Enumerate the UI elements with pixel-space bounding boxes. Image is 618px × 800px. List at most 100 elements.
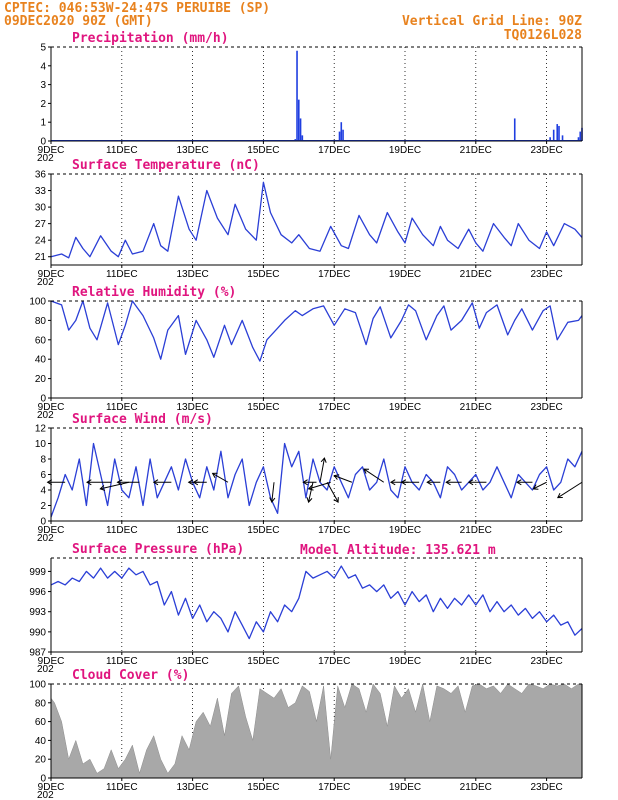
x-tick-label: 17DEC [318, 269, 350, 280]
wind-arrowhead [363, 468, 370, 474]
x-tick-label: 23DEC [530, 656, 562, 667]
x-tick-label: 9DEC [38, 656, 65, 667]
x-tick-label: 21DEC [460, 656, 492, 667]
temp-panel: Surface Temperature (nC) 21 24 27 30 33 36 9DEC… [35, 158, 583, 288]
y-tick-label: 12 [35, 424, 47, 435]
precip-bar [340, 122, 343, 141]
x-tick-label: 15DEC [247, 402, 279, 413]
wind-arrowhead [46, 479, 53, 486]
x-tick-label: 9DEC [38, 145, 65, 156]
x-tick-label: 21DEC [460, 525, 492, 536]
y-tick-label: 80 [35, 698, 47, 709]
pres-panel: Surface Pressure (hPa) 987 990 993 996 999 9DE… [29, 542, 583, 675]
precip-bar [338, 131, 341, 141]
y-tick-label: 0 [40, 517, 46, 528]
wind-vector [100, 481, 129, 490]
y-tick-label: 24 [35, 236, 47, 247]
wind-arrowhead [99, 485, 106, 491]
x-tick-label: 11DEC [106, 402, 138, 413]
year-label: 202 [37, 153, 54, 164]
y-tick-label: 4 [40, 61, 46, 72]
wind-arrowhead [269, 497, 276, 504]
wind-arrowhead [192, 479, 199, 486]
y-tick-label: 20 [35, 374, 47, 385]
y-tick-label: 40 [35, 736, 47, 747]
header-code: TQ0126L028 [504, 28, 582, 43]
y-tick-label: 6 [40, 470, 46, 481]
wind-arrowhead [306, 497, 313, 504]
x-tick-label: 21DEC [460, 269, 492, 280]
y-tick-label: 2 [40, 501, 46, 512]
cloud-panel: Cloud Cover (%) 0 20 40 60 80 100 9DEC 11DEC 13DE… [29, 668, 583, 800]
y-tick-label: 4 [40, 486, 46, 497]
x-tick-label: 11DEC [106, 782, 138, 793]
wind-arrowhead [152, 479, 159, 486]
y-tick-label: 30 [35, 203, 47, 214]
precip-bar [577, 137, 580, 141]
precip-bar [342, 129, 344, 141]
x-tick-label: 17DEC [318, 656, 350, 667]
y-tick-label: 100 [29, 297, 46, 308]
x-tick-label: 21DEC [460, 145, 492, 156]
x-tick-label: 17DEC [318, 525, 350, 536]
wind-vector [319, 457, 325, 483]
wind-arrowhead [320, 457, 327, 463]
pres-series [50, 565, 583, 640]
y-tick-label: 80 [35, 316, 47, 327]
x-tick-label: 17DEC [318, 782, 350, 793]
y-tick-label: 60 [35, 335, 47, 346]
x-tick-label: 9DEC [38, 269, 65, 280]
wind-vector [271, 482, 275, 503]
wind-vector [557, 481, 583, 499]
x-tick-label: 21DEC [460, 782, 492, 793]
wind-vector [334, 475, 353, 483]
y-tick-label: 993 [29, 607, 46, 618]
y-tick-label: 40 [35, 355, 47, 366]
y-tick-label: 8 [40, 455, 46, 466]
temp-series [50, 181, 583, 259]
wind-arrowhead [516, 479, 522, 486]
x-tick-label: 13DEC [176, 525, 208, 536]
y-tick-label: 100 [29, 680, 46, 691]
rh-title: Relative Humidity (%) [72, 285, 236, 300]
rh-panel: Relative Humidity (%) 0 20 40 60 80 100 9DEC 11D… [29, 285, 583, 421]
x-tick-label: 15DEC [247, 269, 279, 280]
x-tick-label: 13DEC [176, 656, 208, 667]
x-tick-label: 9DEC [38, 525, 65, 536]
year-label: 202 [37, 277, 54, 288]
x-tick-label: 15DEC [247, 525, 279, 536]
y-tick-label: 21 [35, 252, 47, 263]
y-tick-label: 27 [35, 219, 47, 230]
y-tick-label: 3 [40, 80, 46, 91]
pres-title: Surface Pressure (hPa) [72, 542, 244, 557]
wind-arrowhead [116, 479, 123, 486]
cloud-area [50, 683, 583, 779]
x-tick-label: 23DEC [530, 402, 562, 413]
y-tick-label: 1 [40, 118, 46, 129]
wind-arrowhead [211, 472, 218, 479]
x-tick-label: 11DEC [106, 269, 138, 280]
y-tick-label: 10 [35, 439, 47, 450]
precip-bar [561, 135, 564, 141]
precip-bar [298, 99, 300, 141]
year-label: 202 [37, 410, 54, 421]
x-tick-label: 17DEC [318, 402, 350, 413]
x-tick-label: 23DEC [530, 525, 562, 536]
y-tick-label: 20 [35, 755, 47, 766]
x-tick-label: 17DEC [318, 145, 350, 156]
wind-arrowhead [532, 484, 539, 490]
x-tick-label: 11DEC [106, 145, 138, 156]
x-tick-label: 15DEC [247, 782, 279, 793]
x-tick-label: 15DEC [247, 145, 279, 156]
x-tick-label: 13DEC [176, 782, 208, 793]
y-tick-label: 5 [40, 43, 46, 54]
precip-bar [579, 131, 582, 141]
x-tick-label: 9DEC [38, 782, 65, 793]
wind-arrowhead [86, 479, 92, 486]
x-tick-label: 23DEC [530, 269, 562, 280]
precip-panel: Precipitation (mm/h) 0 1 2 3 4 5 9DEC 11DEC 13DEC… [37, 31, 583, 164]
y-tick-label: 0 [40, 394, 46, 405]
year-label: 202 [37, 533, 54, 544]
wind-vector [533, 481, 547, 490]
x-tick-label: 13DEC [176, 402, 208, 413]
